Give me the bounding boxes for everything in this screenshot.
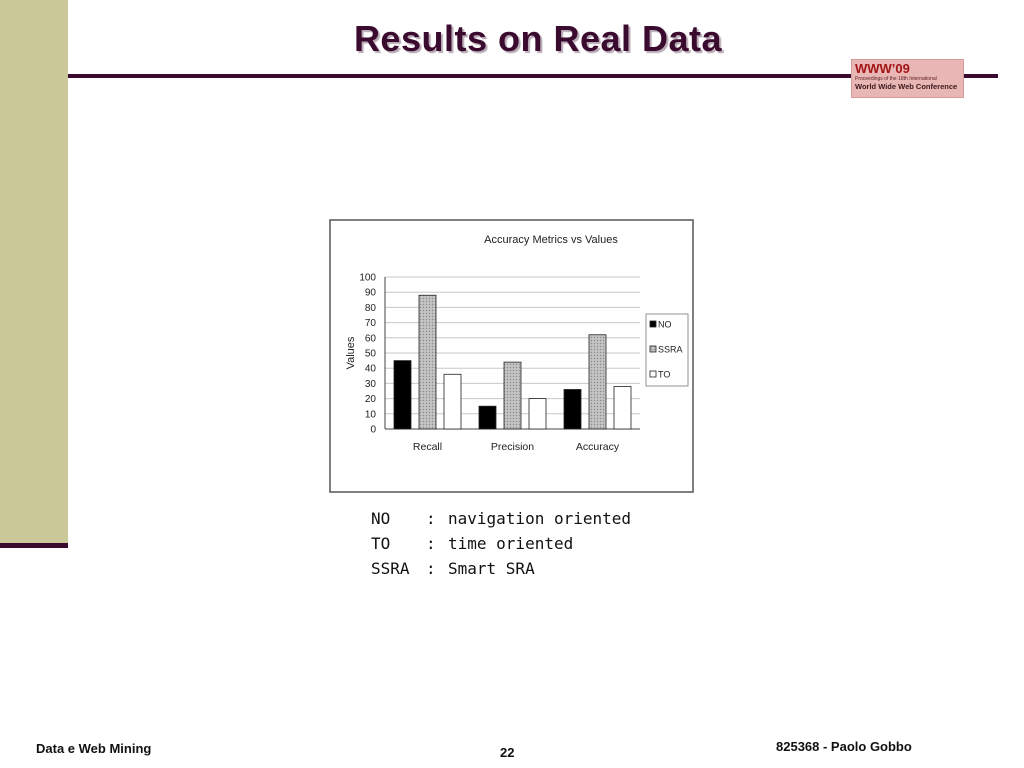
y-tick-label: 80 [365,303,377,314]
legend-label-no: NO [658,320,672,330]
x-tick-label: Accuracy [576,441,620,453]
legend-desc: navigation oriented [448,509,632,528]
y-tick-label: 30 [365,379,377,390]
y-axis-label: Values [345,336,357,369]
chart-frame [329,219,694,493]
logo-main-text: WWW’09 [855,61,910,76]
bar-no-recall [393,360,412,430]
y-tick-label: 40 [365,364,377,375]
footer-course-name: Data e Web Mining [36,741,152,756]
y-tick-label: 60 [365,333,377,344]
legend-desc: time oriented [448,534,574,553]
legend-sep: : [426,534,436,553]
y-tick-label: 50 [365,349,377,360]
legend-swatch-ssra [649,345,657,353]
sidebar-decoration [0,0,68,545]
logo-conference-name: World Wide Web Conference [855,82,958,91]
legend-sep: : [426,559,436,578]
legend-row-ssra: SSRA : Smart SRA [371,556,631,581]
legend-row-no: NO : navigation oriented [371,506,631,531]
legend-label-to: TO [658,370,670,380]
bar-no-precision [478,405,497,430]
legend-swatch-no [649,320,657,328]
legend-label-ssra: SSRA [658,345,683,355]
legend-abbr: SSRA [371,559,410,578]
y-tick-label: 70 [365,318,377,329]
x-tick-label: Precision [491,441,534,453]
bar-to-precision [528,398,547,430]
bar-ssra-precision [503,361,522,430]
bar-chart: Accuracy Metrics vs Values 0 10 20 30 40 50 60 7… [329,219,694,493]
slide-title: Results on Real Data [353,18,723,59]
x-tick-label: Recall [413,441,442,453]
legend-sep: : [426,509,436,528]
bar-ssra-accuracy [588,334,607,430]
logo-subtitle: Proceedings of the 18th International [855,76,937,82]
bar-ssra-recall [418,294,437,430]
footer-author: 825368 - Paolo Gobbo [776,739,912,754]
legend-row-to: TO : time oriented [371,531,631,556]
bar-to-recall [443,373,462,430]
title-rule [68,74,998,78]
y-tick-label: 10 [365,409,377,420]
y-tick-label: 20 [365,394,377,405]
y-tick-label: 0 [370,425,376,436]
bar-no-accuracy [563,389,582,430]
legend-desc: Smart SRA [448,559,535,578]
legend-abbr: NO [371,509,391,528]
y-tick-label: 100 [359,273,376,284]
conference-logo: WWW’09 Proceedings of the 18th Internati… [851,59,964,98]
chart-title: Accuracy Metrics vs Values [484,234,618,246]
legend-swatch-to [649,370,657,378]
y-tick-label: 90 [365,288,377,299]
bar-to-accuracy [613,386,632,430]
footer-page-number: 22 [500,745,515,760]
sidebar-bottom-rule [0,543,68,548]
legend-abbr: TO [371,534,391,553]
abbreviation-legend: NO : navigation oriented TO : time orien… [371,506,631,581]
chart-container: Accuracy Metrics vs Values 0 10 20 30 40 50 60 7… [329,219,694,493]
